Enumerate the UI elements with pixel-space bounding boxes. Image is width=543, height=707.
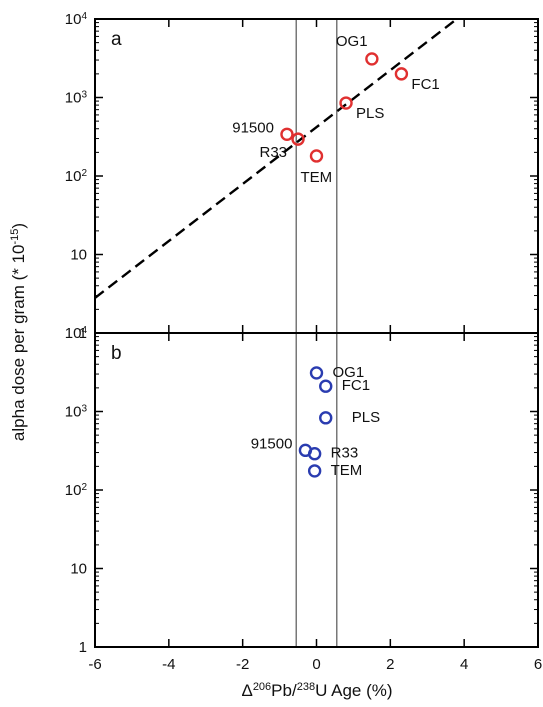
x-tick-label: -6 — [88, 656, 101, 673]
panel-b-frame — [94, 332, 539, 648]
y-tick-label: 103 — [65, 403, 88, 421]
point-label-b-R33: R33 — [331, 445, 359, 462]
y-tick-label: 10 — [70, 561, 87, 578]
point-b-TEM — [307, 464, 322, 478]
x-axis-title-rest: U Age (%) — [315, 681, 392, 700]
point-label-b-FC1: FC1 — [342, 377, 370, 394]
x-axis-title-pb: Pb/ — [271, 681, 297, 700]
point-label-b-PLS: PLS — [352, 409, 380, 426]
x-tick-label: -2 — [236, 656, 249, 673]
point-label-a-OG1: OG1 — [336, 33, 368, 50]
point-a-FC1 — [394, 67, 409, 81]
y-axis-title: alpha dose per gram (* 10-15) — [9, 223, 28, 441]
x-tick-label: 4 — [460, 656, 468, 673]
point-a-TEM — [309, 149, 324, 163]
y-axis-title-close: ) — [9, 223, 28, 229]
panel-label-a: a — [111, 29, 122, 50]
point-label-b-91500: 91500 — [251, 435, 293, 452]
y-tick-label: 1 — [79, 325, 87, 342]
x-axis-title-sup1: 206 — [253, 681, 271, 693]
x-axis-title: Δ206Pb/238U Age (%) — [241, 681, 392, 700]
x-tick-label: -4 — [162, 656, 175, 673]
point-b-OG1 — [309, 366, 324, 380]
point-a-R33 — [291, 132, 305, 146]
point-b-R33 — [307, 447, 322, 461]
point-label-b-TEM: TEM — [331, 462, 363, 479]
y-tick-label: 104 — [65, 11, 88, 29]
point-label-a-R33: R33 — [260, 144, 288, 161]
y-tick-label: 102 — [65, 482, 88, 500]
y-axis-title-sup: -15 — [9, 229, 21, 245]
x-tick-label: 2 — [386, 656, 394, 673]
panel-label-b: b — [111, 343, 122, 364]
y-tick-label: 10 — [70, 247, 87, 264]
trend-line-layer — [94, 18, 458, 299]
x-axis-title-sup2: 238 — [297, 681, 315, 693]
point-labels-layer: a OG1FC1PLS91500R33TEMbOG1FC1PLS91500R33T… — [111, 29, 440, 479]
point-a-91500 — [280, 127, 294, 141]
point-label-a-PLS: PLS — [356, 105, 384, 122]
point-label-b-OG1: OG1 — [333, 364, 365, 381]
point-b-PLS — [319, 411, 333, 425]
point-label-a-FC1: FC1 — [411, 76, 439, 93]
y-tick-label: 103 — [65, 89, 88, 107]
x-tick-label: 6 — [534, 656, 542, 673]
point-label-a-91500: 91500 — [232, 119, 274, 136]
y-tick-label: 104 — [65, 325, 88, 343]
point-a-OG1 — [365, 52, 379, 66]
point-label-a-TEM: TEM — [301, 169, 333, 186]
x-tick-label: 0 — [312, 656, 320, 673]
y-axis-title-main: alpha dose per gram (* 10 — [9, 245, 28, 442]
x-axis-title-delta: Δ — [241, 681, 252, 700]
trend-line — [94, 18, 458, 299]
point-b-FC1 — [319, 379, 333, 393]
point-a-PLS — [339, 96, 353, 110]
y-tick-label: 1 — [79, 639, 87, 656]
reference-lines-layer — [295, 19, 338, 647]
points-layer — [280, 52, 409, 478]
y-tick-label: 102 — [65, 168, 88, 186]
